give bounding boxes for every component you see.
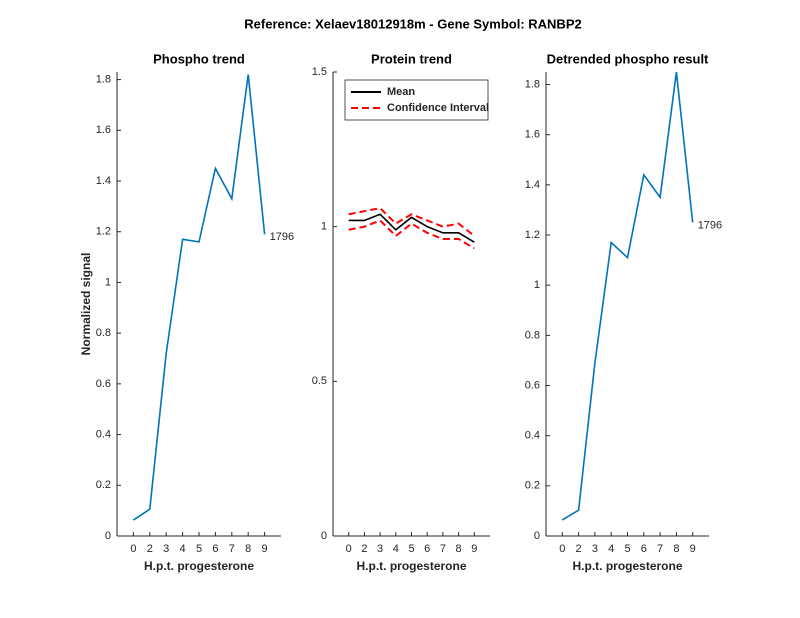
x-tick-label: 3 [163, 543, 169, 555]
x-tick-label: 2 [147, 543, 153, 555]
x-tick-label: 9 [471, 543, 477, 555]
x-tick-label: 9 [262, 543, 268, 555]
annotation: 1796 [698, 219, 722, 231]
y-tick-label: 0 [321, 530, 327, 542]
y-tick-label: 1.6 [525, 129, 540, 141]
x-tick-label: 2 [361, 543, 367, 555]
data-line [348, 213, 475, 243]
y-axis-label: Normalized signal [79, 253, 93, 356]
x-tick-label: 7 [657, 543, 663, 555]
x-tick-label: 8 [673, 543, 679, 555]
x-tick-label: 4 [608, 543, 614, 555]
x-tick-label: 6 [641, 543, 647, 555]
legend-label: Mean [387, 86, 415, 98]
x-tick-label: 0 [130, 543, 136, 555]
x-tick-label: 5 [408, 543, 414, 555]
y-tick-label: 1 [105, 276, 111, 288]
x-tick-label: 8 [456, 543, 462, 555]
x-tick-label: 7 [440, 543, 446, 555]
chart-title: Phospho trend [153, 51, 245, 66]
y-tick-label: 0.6 [96, 378, 111, 390]
x-tick-label: 5 [196, 543, 202, 555]
x-tick-label: 4 [393, 543, 399, 555]
y-tick-label: 0.8 [96, 327, 111, 339]
data-line [348, 207, 475, 237]
x-tick-label: 6 [212, 543, 218, 555]
x-tick-label: 3 [377, 543, 383, 555]
x-axis-label: H.p.t. progesterone [572, 559, 682, 573]
y-tick-label: 0 [534, 530, 540, 542]
x-tick-label: 0 [346, 543, 352, 555]
y-tick-label: 1.4 [525, 179, 540, 191]
y-tick-label: 1.2 [96, 226, 111, 238]
x-tick-label: 8 [245, 543, 251, 555]
y-tick-label: 1 [534, 279, 540, 291]
annotation: 1796 [270, 231, 294, 243]
figure-title: Reference: Xelaev18012918m - Gene Symbol… [244, 16, 581, 31]
chart-title: Protein trend [371, 51, 452, 66]
x-axis-label: H.p.t. progesterone [356, 559, 466, 573]
chart-title: Detrended phospho result [547, 51, 709, 66]
y-tick-label: 0.5 [312, 375, 327, 387]
y-tick-label: 1.5 [312, 66, 327, 78]
y-tick-label: 0.4 [525, 430, 540, 442]
y-tick-label: 0.4 [96, 428, 111, 440]
y-tick-label: 1.4 [96, 175, 111, 187]
legend-label: Confidence Interval [387, 102, 489, 114]
y-tick-label: 1.6 [96, 124, 111, 136]
y-tick-label: 1.8 [525, 78, 540, 90]
data-line [561, 71, 694, 521]
x-tick-label: 2 [576, 543, 582, 555]
x-tick-label: 6 [424, 543, 430, 555]
y-tick-label: 0.6 [525, 379, 540, 391]
y-tick-label: 0.8 [525, 329, 540, 341]
legend-box [344, 79, 489, 121]
x-tick-label: 3 [592, 543, 598, 555]
data-line [132, 74, 266, 521]
y-tick-label: 0 [105, 530, 111, 542]
x-tick-label: 0 [559, 543, 565, 555]
y-tick-label: 1.8 [96, 74, 111, 86]
y-tick-label: 1 [321, 221, 327, 233]
y-tick-label: 0.2 [96, 479, 111, 491]
x-tick-label: 9 [690, 543, 696, 555]
x-tick-label: 7 [229, 543, 235, 555]
y-tick-label: 0.2 [525, 480, 540, 492]
x-axis-label: H.p.t. progesterone [144, 559, 254, 573]
y-tick-label: 1.2 [525, 229, 540, 241]
x-tick-label: 5 [624, 543, 630, 555]
x-tick-label: 4 [180, 543, 186, 555]
